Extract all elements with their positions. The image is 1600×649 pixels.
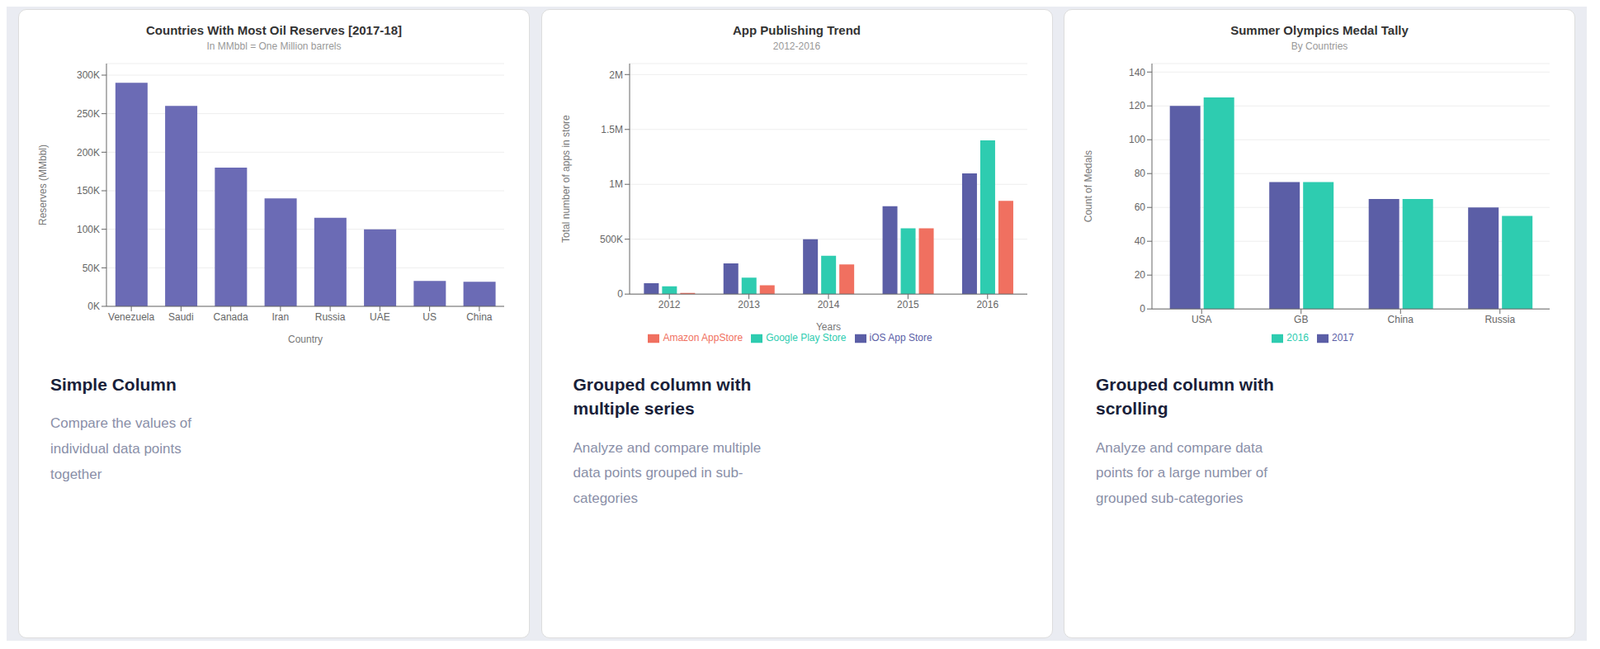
svg-text:Canada: Canada: [213, 311, 249, 323]
html-text:Grouped column with scrolling: Grouped column with scrolling: [1095, 374, 1274, 418]
html-text:Google Play Store: Google Play Store: [765, 331, 847, 344]
svg-text:2016: 2016: [976, 298, 999, 311]
svg-text:140: 140: [1128, 66, 1146, 79]
svg-text:20: 20: [1134, 269, 1147, 281]
svg-text:2013: 2013: [737, 298, 760, 311]
svg-text:0K: 0K: [87, 300, 100, 312]
svg-text:500K: 500K: [599, 233, 623, 246]
svg-text:120: 120: [1128, 99, 1146, 112]
html-text:Countries With Most Oil Reserv: Countries With Most Oil Reserves [2017-1…: [146, 23, 402, 38]
svg-text:0: 0: [1139, 302, 1146, 315]
svg-text:40: 40: [1134, 235, 1147, 247]
svg-text:2015: 2015: [896, 298, 920, 311]
svg-text:100: 100: [1128, 133, 1146, 146]
html-text:By Countries: By Countries: [1291, 40, 1348, 52]
html-text:2012-2016: 2012-2016: [773, 40, 821, 52]
svg-text:Russia: Russia: [1484, 313, 1516, 326]
html-text:Compare the values of individu: Compare the values of individual data po…: [50, 415, 192, 482]
html-text:Analyze and compare multiple d: Analyze and compare multiple data points…: [573, 439, 761, 506]
html-text:Analyze and compare data point: Analyze and compare data points for a la…: [1095, 439, 1268, 506]
svg-text:US: US: [422, 311, 437, 323]
svg-text:1.5M: 1.5M: [600, 123, 624, 136]
html-text:Grouped column with multiple s: Grouped column with multiple series: [573, 374, 752, 418]
html-text:App Publishing Trend: App Publishing Trend: [732, 23, 861, 38]
html-text:In MMbbl = One Million barrels: In MMbbl = One Million barrels: [206, 40, 342, 52]
svg-text:300K: 300K: [76, 69, 100, 81]
svg-text:2012: 2012: [657, 298, 680, 311]
svg-text:Russia: Russia: [315, 311, 346, 323]
svg-text:100K: 100K: [76, 223, 100, 236]
svg-text:80: 80: [1134, 167, 1147, 180]
svg-text:Count of Medals: Count of Medals: [1082, 150, 1095, 222]
svg-text:1M: 1M: [608, 178, 624, 190]
svg-text:Reserves (MMbbl): Reserves (MMbbl): [37, 144, 49, 226]
svg-text:250K: 250K: [76, 108, 100, 120]
svg-text:0: 0: [617, 287, 624, 300]
html-text:2017: 2017: [1331, 331, 1354, 344]
svg-text:Venezuela: Venezuela: [108, 311, 155, 323]
svg-text:Years: Years: [815, 320, 841, 333]
svg-text:USA: USA: [1191, 313, 1213, 326]
svg-text:2014: 2014: [816, 298, 840, 311]
svg-text:Iran: Iran: [272, 311, 290, 323]
svg-text:60: 60: [1134, 201, 1147, 213]
html-text:Simple Column: Simple Column: [50, 374, 177, 394]
svg-text:UAE: UAE: [369, 311, 391, 323]
svg-text:2M: 2M: [608, 69, 624, 81]
svg-text:150K: 150K: [76, 184, 100, 197]
svg-text:50K: 50K: [82, 262, 100, 274]
html-text:Summer Olympics Medal Tally: Summer Olympics Medal Tally: [1230, 23, 1409, 38]
svg-text:GB: GB: [1293, 313, 1308, 326]
svg-text:China: China: [1387, 313, 1415, 326]
svg-text:Total number of apps in store: Total number of apps in store: [560, 114, 572, 243]
svg-text:Country: Country: [287, 333, 323, 345]
svg-text:China: China: [466, 311, 493, 323]
svg-text:200K: 200K: [76, 146, 100, 159]
html-text:Amazon AppStore: Amazon AppStore: [662, 331, 743, 344]
svg-text:Saudi: Saudi: [168, 311, 194, 323]
html-text:2016: 2016: [1286, 331, 1309, 344]
html-text:iOS App Store: iOS App Store: [869, 331, 933, 344]
